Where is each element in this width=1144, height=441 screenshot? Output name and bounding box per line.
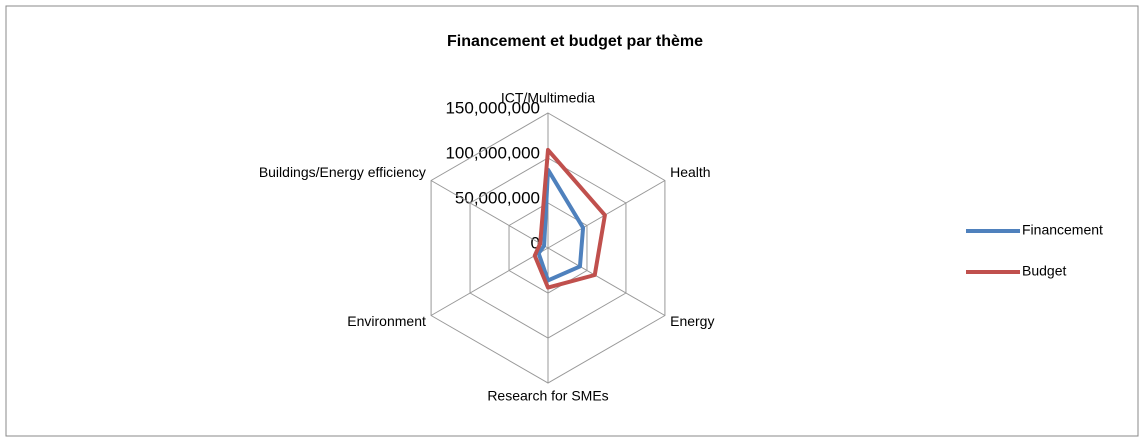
r-tick-label: 150,000,000 — [445, 98, 540, 117]
category-label: Energy — [670, 313, 714, 329]
spoke — [430, 247, 549, 316]
r-tick-label: 0 — [531, 233, 540, 252]
legend-label: Budget — [1022, 263, 1066, 279]
spoke — [547, 247, 666, 316]
category-label: ICT/Multimedia — [501, 90, 595, 106]
legend-label: Financement — [1022, 222, 1103, 238]
category-label: Environment — [347, 313, 426, 329]
chart-border — [5, 5, 1139, 437]
r-tick-label: 50,000,000 — [455, 188, 540, 207]
category-label: Buildings/Energy efficiency — [259, 164, 426, 180]
r-tick-label: 100,000,000 — [445, 143, 540, 162]
category-label: Health — [670, 164, 710, 180]
series-line — [536, 167, 586, 283]
spoke — [430, 180, 549, 249]
series-line — [532, 147, 607, 290]
chart-title: Financement et budget par thème — [447, 33, 703, 50]
category-label: Research for SMEs — [487, 388, 608, 404]
